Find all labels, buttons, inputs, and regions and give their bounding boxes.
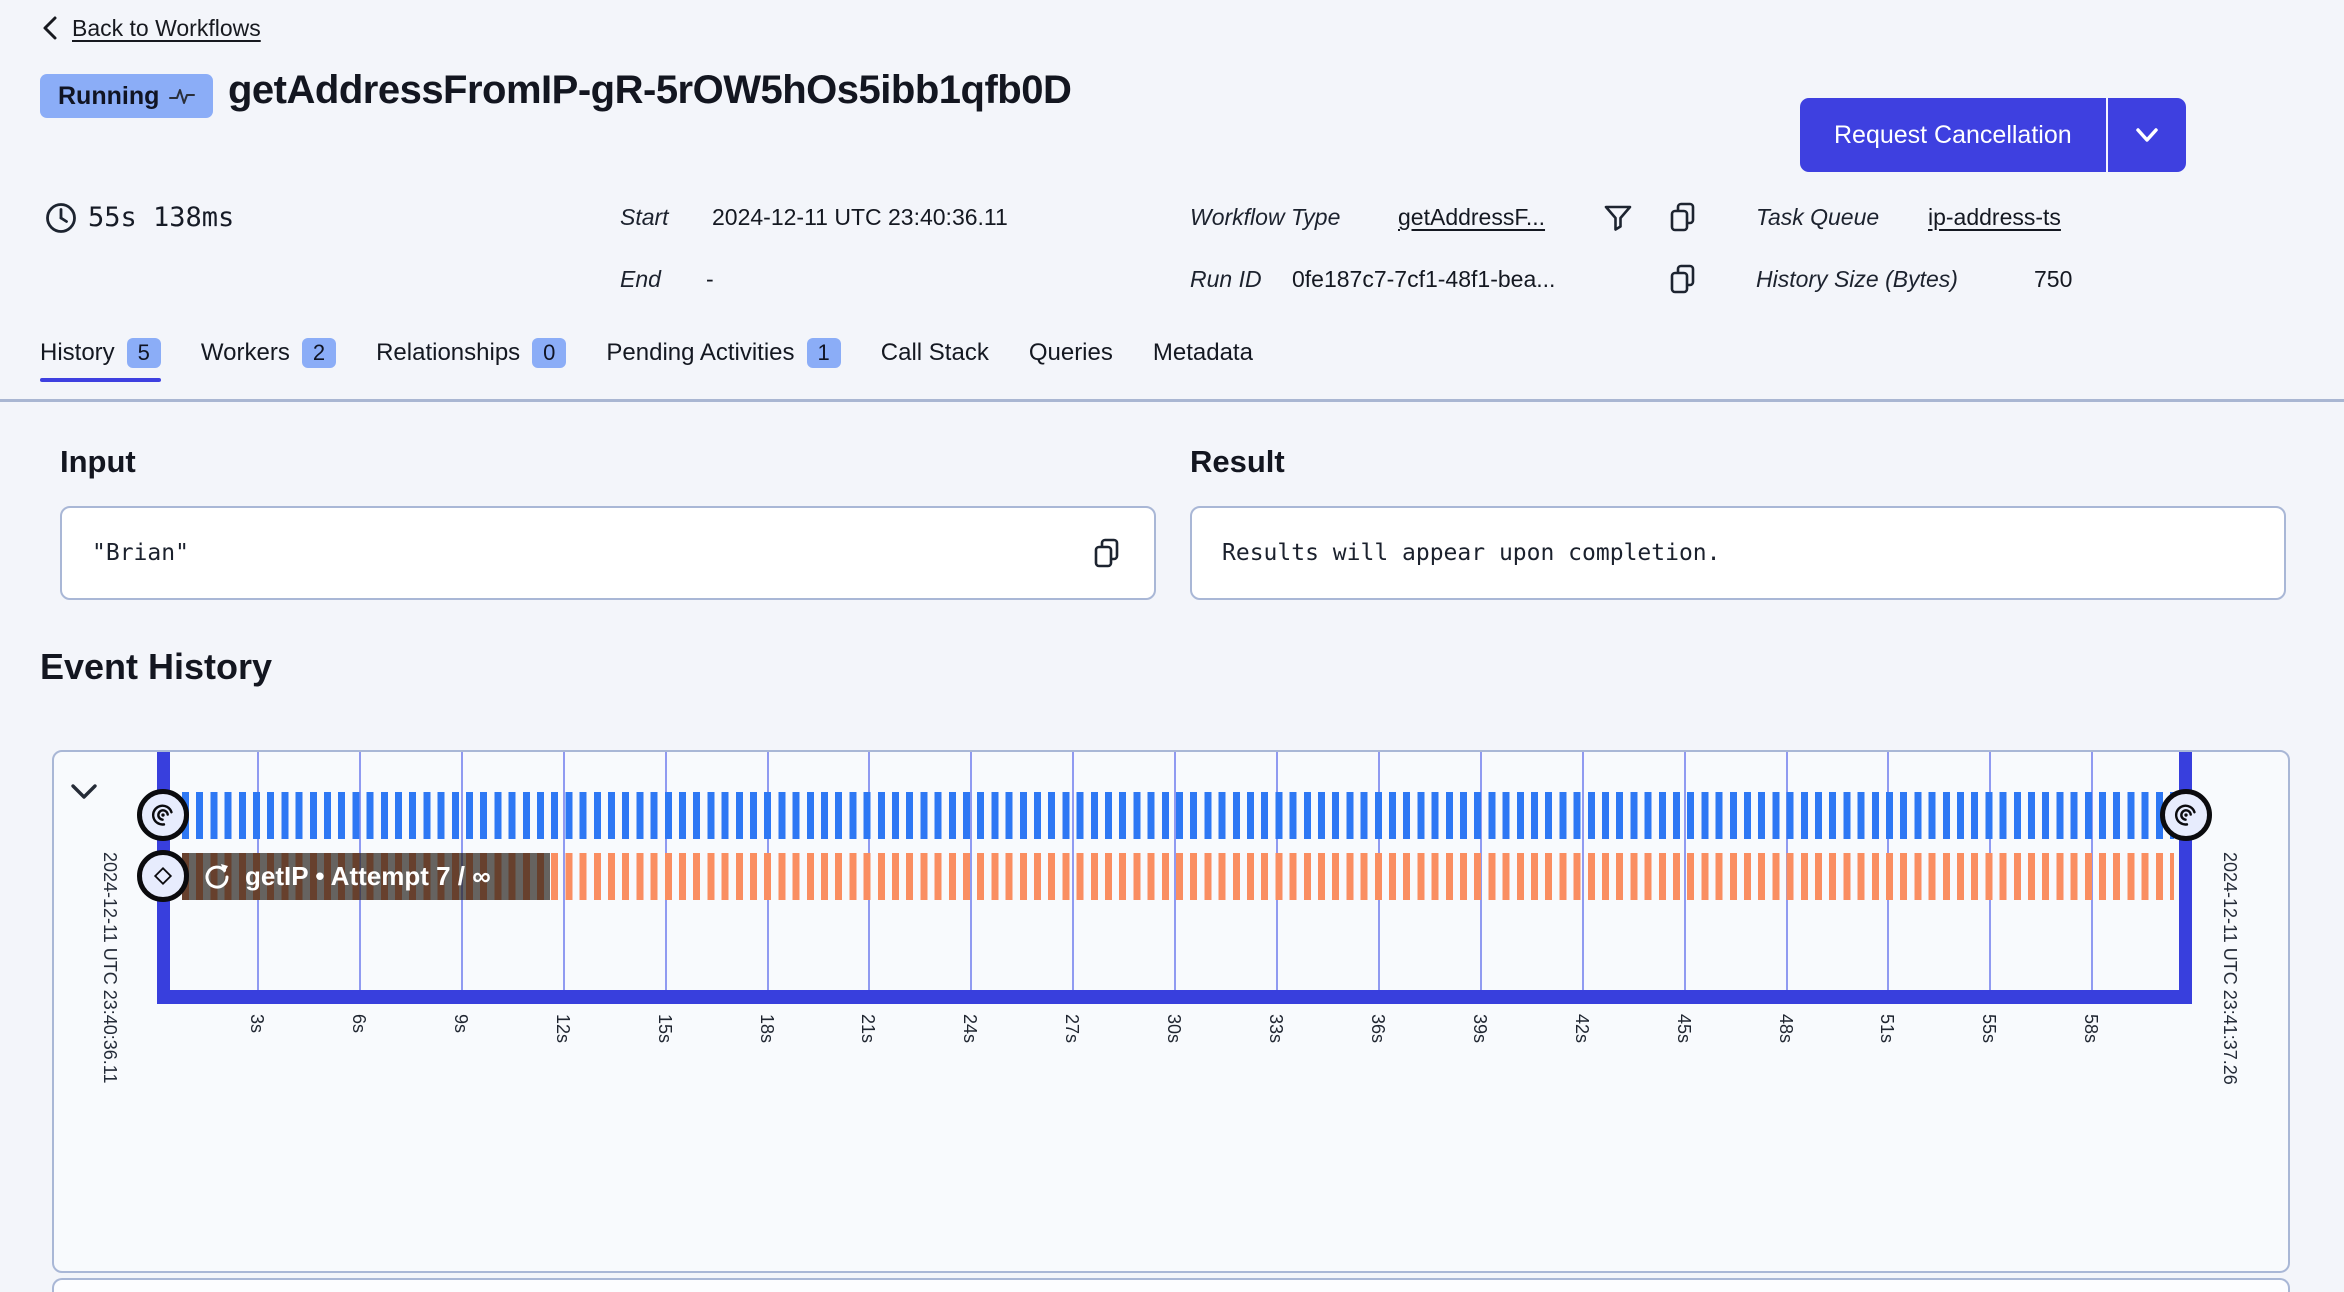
axis-tick-label: 58s (2081, 1014, 2102, 1044)
start-label: Start (620, 204, 669, 230)
tab-label: Workers (200, 339, 290, 366)
cancellation-menu-button[interactable] (2108, 98, 2186, 172)
workflow-spiral-icon (151, 804, 173, 826)
request-cancellation-button[interactable]: Request Cancellation (1834, 120, 2072, 149)
activity-scheduled-event-node[interactable] (137, 850, 189, 902)
end-value: - (706, 266, 714, 292)
axis-tick-label: 39s (1469, 1014, 1490, 1044)
axis-tick-label: 48s (1775, 1014, 1796, 1044)
back-link-label[interactable]: Back to Workflows (72, 14, 261, 41)
tab-count-badge: 1 (806, 338, 841, 368)
tab-workers[interactable]: Workers 2 (200, 338, 337, 382)
activity-attempt-pill[interactable]: getIP • Attempt 7 / ∞ (182, 853, 550, 900)
timeline-start-timestamp: 2024-12-11 UTC 23:40:36.11 (100, 852, 120, 1084)
tab-label: Metadata (1152, 339, 1253, 366)
button-divider (2105, 98, 2108, 172)
workflow-latest-event-node[interactable] (2160, 789, 2212, 841)
event-history-title: Event History (40, 646, 273, 687)
filter-icon[interactable] (1602, 202, 1634, 234)
tab-count-badge: 5 (126, 338, 161, 368)
collapse-timeline-icon[interactable] (68, 782, 100, 802)
axis-tick-label: 12s (552, 1014, 573, 1044)
axis-tick-label: 3s (247, 1014, 267, 1034)
diamond-icon (153, 866, 173, 886)
copy-workflow-type-icon[interactable] (1666, 200, 1700, 234)
result-value: Results will appear upon completion. (1222, 540, 1721, 566)
tab-queries[interactable]: Queries (1029, 339, 1113, 381)
axis-tick-label: 24s (960, 1014, 981, 1044)
axis-tick-label: 9s (450, 1014, 471, 1034)
tab-label: Call Stack (880, 339, 989, 366)
result-section-title: Result (1190, 444, 1285, 479)
copy-input-icon[interactable] (1090, 536, 1124, 570)
timeline-end-timestamp: 2024-12-11 UTC 23:41:37.26 (2220, 852, 2240, 1085)
run-id-value: 0fe187c7-7cf1-48f1-bea... (1292, 266, 1556, 292)
axis-tick-label: 36s (1367, 1014, 1388, 1044)
start-value: 2024-12-11 UTC 23:40:36.11 (712, 204, 1008, 230)
workflow-execution-bar[interactable] (182, 792, 2174, 839)
chevron-down-icon (2135, 128, 2158, 142)
copy-run-id-icon[interactable] (1666, 262, 1700, 296)
tab-call-stack[interactable]: Call Stack (881, 339, 989, 381)
event-history-timeline: getIP • Attempt 7 / ∞ 2024-12-11 UTC 23:… (52, 750, 2290, 1273)
task-queue-link[interactable]: ip-address-ts (1928, 204, 2061, 230)
axis-tick-label: 18s (756, 1014, 777, 1044)
event-table-panel-stub (52, 1278, 2290, 1292)
tab-label: Queries (1028, 339, 1113, 366)
workflow-type-label: Workflow Type (1190, 204, 1341, 230)
workflow-type-link[interactable]: getAddressF... (1398, 204, 1546, 230)
axis-tick-label: 45s (1673, 1014, 1694, 1044)
input-value: "Brian" (92, 540, 189, 566)
axis-tick-label: 33s (1266, 1014, 1286, 1044)
chevron-left-icon (40, 14, 62, 42)
status-badge: Running (40, 74, 214, 118)
heartbeat-icon (169, 85, 196, 107)
tab-label: Pending Activities (606, 339, 795, 366)
task-queue-label: Task Queue (1756, 204, 1880, 230)
timeline-axis (157, 990, 2192, 1004)
workflow-duration: 55s 138ms (88, 202, 235, 233)
activity-attempt-label: getIP • Attempt 7 / ∞ (245, 861, 491, 891)
request-cancellation-split-button[interactable]: Request Cancellation (1800, 98, 2186, 172)
tab-count-badge: 2 (301, 338, 337, 368)
tabs-divider (0, 399, 2344, 402)
input-section-title: Input (60, 444, 136, 479)
tab-relationships[interactable]: Relationships 0 (376, 338, 567, 382)
tab-count-badge: 0 (532, 338, 567, 368)
axis-tick-label: 30s (1164, 1014, 1185, 1044)
history-size-label: History Size (Bytes) (1756, 266, 1958, 292)
status-label: Running (58, 81, 160, 110)
axis-tick-label: 51s (1877, 1014, 1898, 1044)
axis-tick-label: 15s (654, 1014, 675, 1044)
tab-metadata[interactable]: Metadata (1153, 339, 1253, 381)
tab-history[interactable]: History 5 (40, 338, 161, 382)
workflow-spiral-icon (2174, 804, 2196, 826)
page-title: getAddressFromIP-gR-5rOW5hOs5ibb1qfb0D (228, 68, 1072, 112)
axis-tick-label: 42s (1571, 1014, 1592, 1044)
clock-icon (44, 201, 78, 235)
back-link[interactable]: Back to Workflows (40, 14, 261, 42)
axis-tick-label: 27s (1062, 1014, 1083, 1044)
axis-tick-label: 6s (348, 1014, 369, 1034)
axis-tick-label: 55s (1979, 1014, 2000, 1044)
input-box: "Brian" (60, 506, 1156, 600)
result-box: Results will appear upon completion. (1190, 506, 2286, 600)
tab-label: History (40, 339, 115, 366)
end-label: End (620, 266, 661, 292)
history-size-value: 750 (2034, 266, 2073, 292)
tab-pending-activities[interactable]: Pending Activities 1 (606, 338, 841, 382)
run-id-label: Run ID (1190, 266, 1262, 292)
tab-bar: History 5 Workers 2 Relationships 0 Pending Ac… (40, 338, 1253, 382)
tab-label: Relationships (376, 339, 521, 366)
retry-icon (202, 862, 232, 892)
axis-tick-label: 21s (858, 1014, 879, 1044)
workflow-started-event-node[interactable] (137, 789, 189, 841)
